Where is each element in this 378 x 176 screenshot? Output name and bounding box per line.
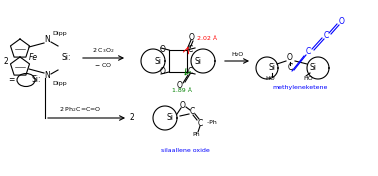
- Text: O: O: [339, 17, 345, 26]
- Text: 2.02 Å: 2.02 Å: [197, 36, 217, 42]
- FancyArrowPatch shape: [225, 59, 248, 63]
- Text: HO: HO: [265, 77, 275, 81]
- Text: 2 C$_3$O$_2$: 2 C$_3$O$_2$: [92, 46, 114, 55]
- Text: O: O: [177, 81, 183, 90]
- Text: 2 Ph$_2$C=C=O: 2 Ph$_2$C=C=O: [59, 106, 101, 114]
- Text: C: C: [188, 68, 193, 77]
- Text: Si: Si: [155, 56, 161, 65]
- FancyArrowPatch shape: [83, 56, 123, 60]
- Text: Dipp: Dipp: [52, 30, 67, 36]
- Text: O: O: [160, 46, 166, 55]
- Text: Si: Si: [310, 64, 316, 73]
- Text: C: C: [188, 46, 193, 55]
- Text: C: C: [189, 108, 195, 117]
- Text: Dipp: Dipp: [52, 80, 67, 86]
- Text: =: =: [8, 76, 14, 84]
- Text: Si: Si: [268, 64, 276, 73]
- Text: HO: HO: [303, 77, 313, 81]
- FancyArrowPatch shape: [48, 116, 124, 120]
- Text: O: O: [180, 100, 186, 109]
- Text: C: C: [197, 118, 203, 127]
- Text: $-$ CO: $-$ CO: [94, 61, 112, 69]
- Text: Si:: Si:: [32, 76, 42, 84]
- Text: 2: 2: [130, 114, 135, 122]
- Text: O: O: [287, 54, 293, 62]
- Text: methyleneketene: methyleneketene: [272, 86, 328, 90]
- Text: C: C: [323, 30, 328, 39]
- Text: C: C: [305, 46, 311, 55]
- Text: Si:: Si:: [61, 54, 71, 62]
- Text: O: O: [160, 68, 166, 77]
- Text: Ph: Ph: [192, 133, 200, 137]
- Text: 2: 2: [3, 56, 8, 65]
- Text: Fe: Fe: [28, 54, 37, 62]
- Text: Si: Si: [195, 56, 201, 65]
- Text: C: C: [287, 64, 293, 73]
- Text: –Ph: –Ph: [207, 121, 218, 125]
- Text: N: N: [44, 71, 50, 80]
- Text: 1.89 Å: 1.89 Å: [172, 87, 192, 93]
- Text: H₂O: H₂O: [231, 52, 243, 56]
- Text: O: O: [189, 33, 195, 42]
- Text: N: N: [44, 36, 50, 45]
- Text: silaallene oxide: silaallene oxide: [161, 149, 209, 153]
- Text: Si: Si: [166, 114, 174, 122]
